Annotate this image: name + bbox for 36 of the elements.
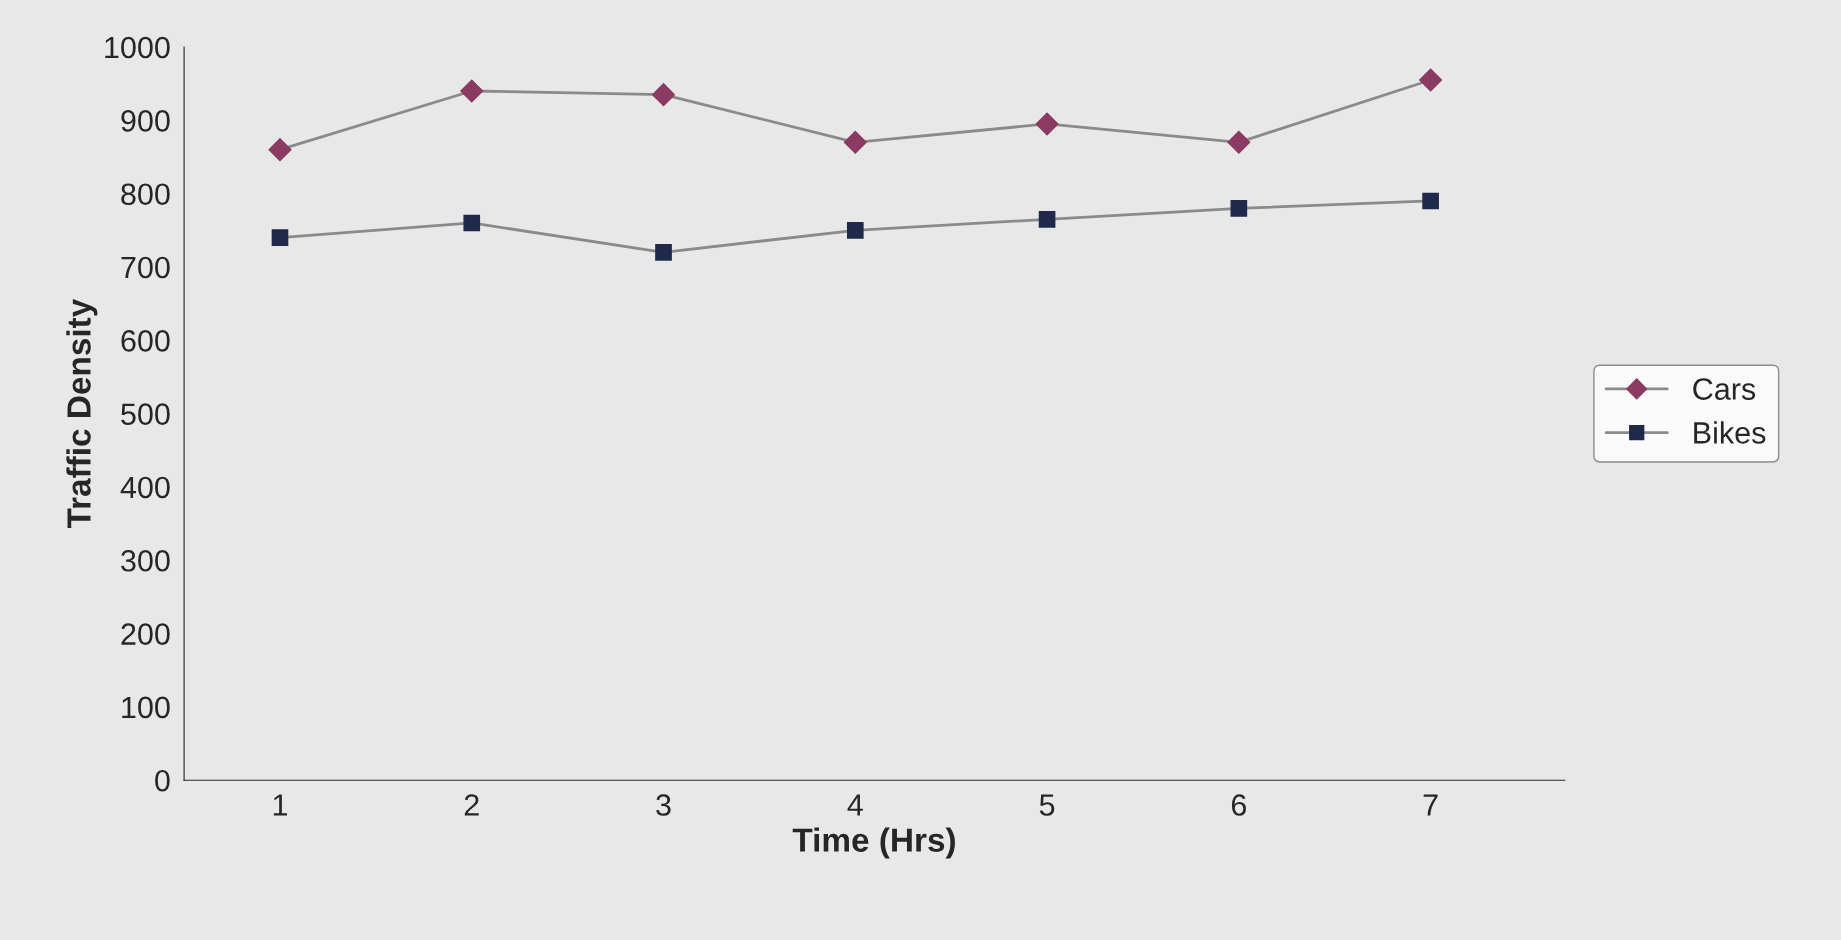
x-tick-label: 4 (847, 794, 863, 816)
point (268, 138, 292, 162)
legend-label: Bikes (1694, 421, 1766, 444)
y-tick-label: 800 (121, 183, 170, 206)
y-tick-label: 700 (121, 256, 170, 279)
y-tick-label: 100 (122, 696, 170, 719)
legend-label: Cars (1693, 378, 1756, 400)
x-tick-label: 5 (1039, 794, 1055, 816)
point (846, 221, 864, 239)
point (1035, 112, 1059, 136)
point (1227, 130, 1251, 154)
y-tick-label: 600 (121, 330, 170, 352)
point (1419, 68, 1443, 92)
point (1422, 192, 1439, 210)
y-tick-label: 0 (155, 769, 170, 792)
x-tick-label: 7 (1423, 794, 1438, 816)
x-axis-title: Time (Hrs) (792, 827, 955, 859)
point (843, 130, 867, 154)
x-tick-label: 3 (656, 794, 671, 816)
point (1230, 199, 1248, 217)
point (1038, 210, 1056, 228)
point (460, 79, 484, 103)
x-tick-label: 1 (273, 794, 287, 816)
y-axis-title: Traffic Density (66, 298, 98, 529)
x-tick-label: 6 (1231, 794, 1246, 816)
point (463, 214, 481, 232)
y-tick-label: 500 (121, 403, 170, 425)
point (655, 243, 672, 261)
y-tick-label: 300 (121, 549, 170, 572)
y-tick-label: 400 (120, 476, 170, 499)
point (271, 229, 289, 246)
y-tick-label: 200 (121, 623, 170, 645)
x-tick-label: 2 (464, 794, 479, 816)
point (652, 83, 676, 107)
y-tick-label: 1000 (105, 36, 170, 59)
y-tick-label: 900 (121, 110, 170, 132)
